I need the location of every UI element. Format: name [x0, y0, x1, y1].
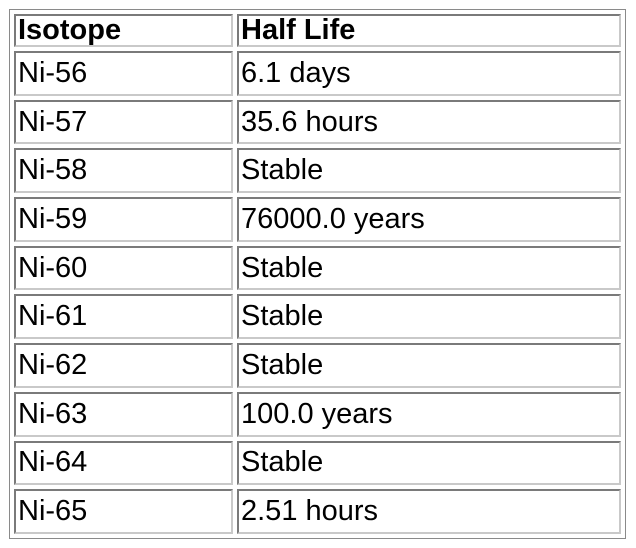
table-row: Ni-65 2.51 hours [14, 489, 621, 534]
isotope-cell: Ni-60 [14, 245, 233, 291]
isotope-cell: Ni-57 [14, 99, 233, 145]
half-life-cell: 6.1 days [237, 51, 621, 96]
header-isotope: Isotope [14, 14, 233, 47]
half-life-cell: Stable [237, 245, 621, 291]
half-life-cell: Stable [237, 440, 621, 486]
table-header-row: Isotope Half Life [14, 14, 621, 47]
table-row: Ni-59 76000.0 years [14, 197, 621, 242]
table-row: Ni-56 6.1 days [14, 51, 621, 96]
half-life-cell: Stable [237, 343, 621, 388]
table-row: Ni-63 100.0 years [14, 391, 621, 437]
table-row: Ni-57 35.6 hours [14, 99, 621, 145]
header-half-life: Half Life [237, 14, 621, 47]
isotope-cell: Ni-62 [14, 343, 233, 388]
half-life-cell: 100.0 years [237, 391, 621, 437]
isotope-cell: Ni-65 [14, 489, 233, 534]
table-row: Ni-61 Stable [14, 294, 621, 340]
table-row: Ni-64 Stable [14, 440, 621, 486]
half-life-cell: 2.51 hours [237, 489, 621, 534]
half-life-cell: Stable [237, 294, 621, 340]
isotope-cell: Ni-64 [14, 440, 233, 486]
table-row: Ni-62 Stable [14, 343, 621, 388]
table-row: Ni-60 Stable [14, 245, 621, 291]
table-row: Ni-58 Stable [14, 148, 621, 194]
isotope-table-container: Isotope Half Life Ni-56 6.1 days Ni-57 3… [9, 9, 626, 539]
isotope-cell: Ni-63 [14, 391, 233, 437]
isotope-cell: Ni-56 [14, 51, 233, 96]
half-life-cell: 35.6 hours [237, 99, 621, 145]
half-life-cell: Stable [237, 148, 621, 194]
isotope-cell: Ni-59 [14, 197, 233, 242]
isotope-cell: Ni-61 [14, 294, 233, 340]
half-life-cell: 76000.0 years [237, 197, 621, 242]
isotope-table: Isotope Half Life Ni-56 6.1 days Ni-57 3… [10, 10, 625, 538]
isotope-cell: Ni-58 [14, 148, 233, 194]
